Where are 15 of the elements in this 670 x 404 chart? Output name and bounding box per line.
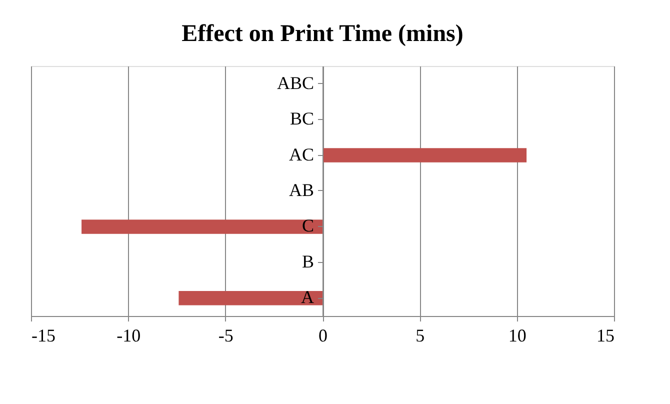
- x-tick-label: -10: [116, 326, 141, 346]
- y-tick-label: AC: [288, 144, 314, 164]
- x-tick-label: 15: [596, 326, 614, 346]
- x-tick-label: -5: [218, 326, 234, 346]
- x-tick-label: 0: [318, 326, 328, 346]
- x-tick-label: -15: [32, 326, 56, 346]
- y-tick-label: ABC: [276, 72, 314, 93]
- y-tick-label: AB: [288, 180, 314, 200]
- y-tick-label: B: [302, 251, 314, 272]
- x-tick-label: 10: [508, 326, 526, 346]
- y-tick-label: A: [301, 287, 314, 308]
- y-tick-label: BC: [290, 108, 314, 129]
- y-tick-label: C: [302, 216, 314, 236]
- x-tick-label: 5: [416, 326, 425, 346]
- chart-title: Effect on Print Time (mins): [182, 21, 464, 47]
